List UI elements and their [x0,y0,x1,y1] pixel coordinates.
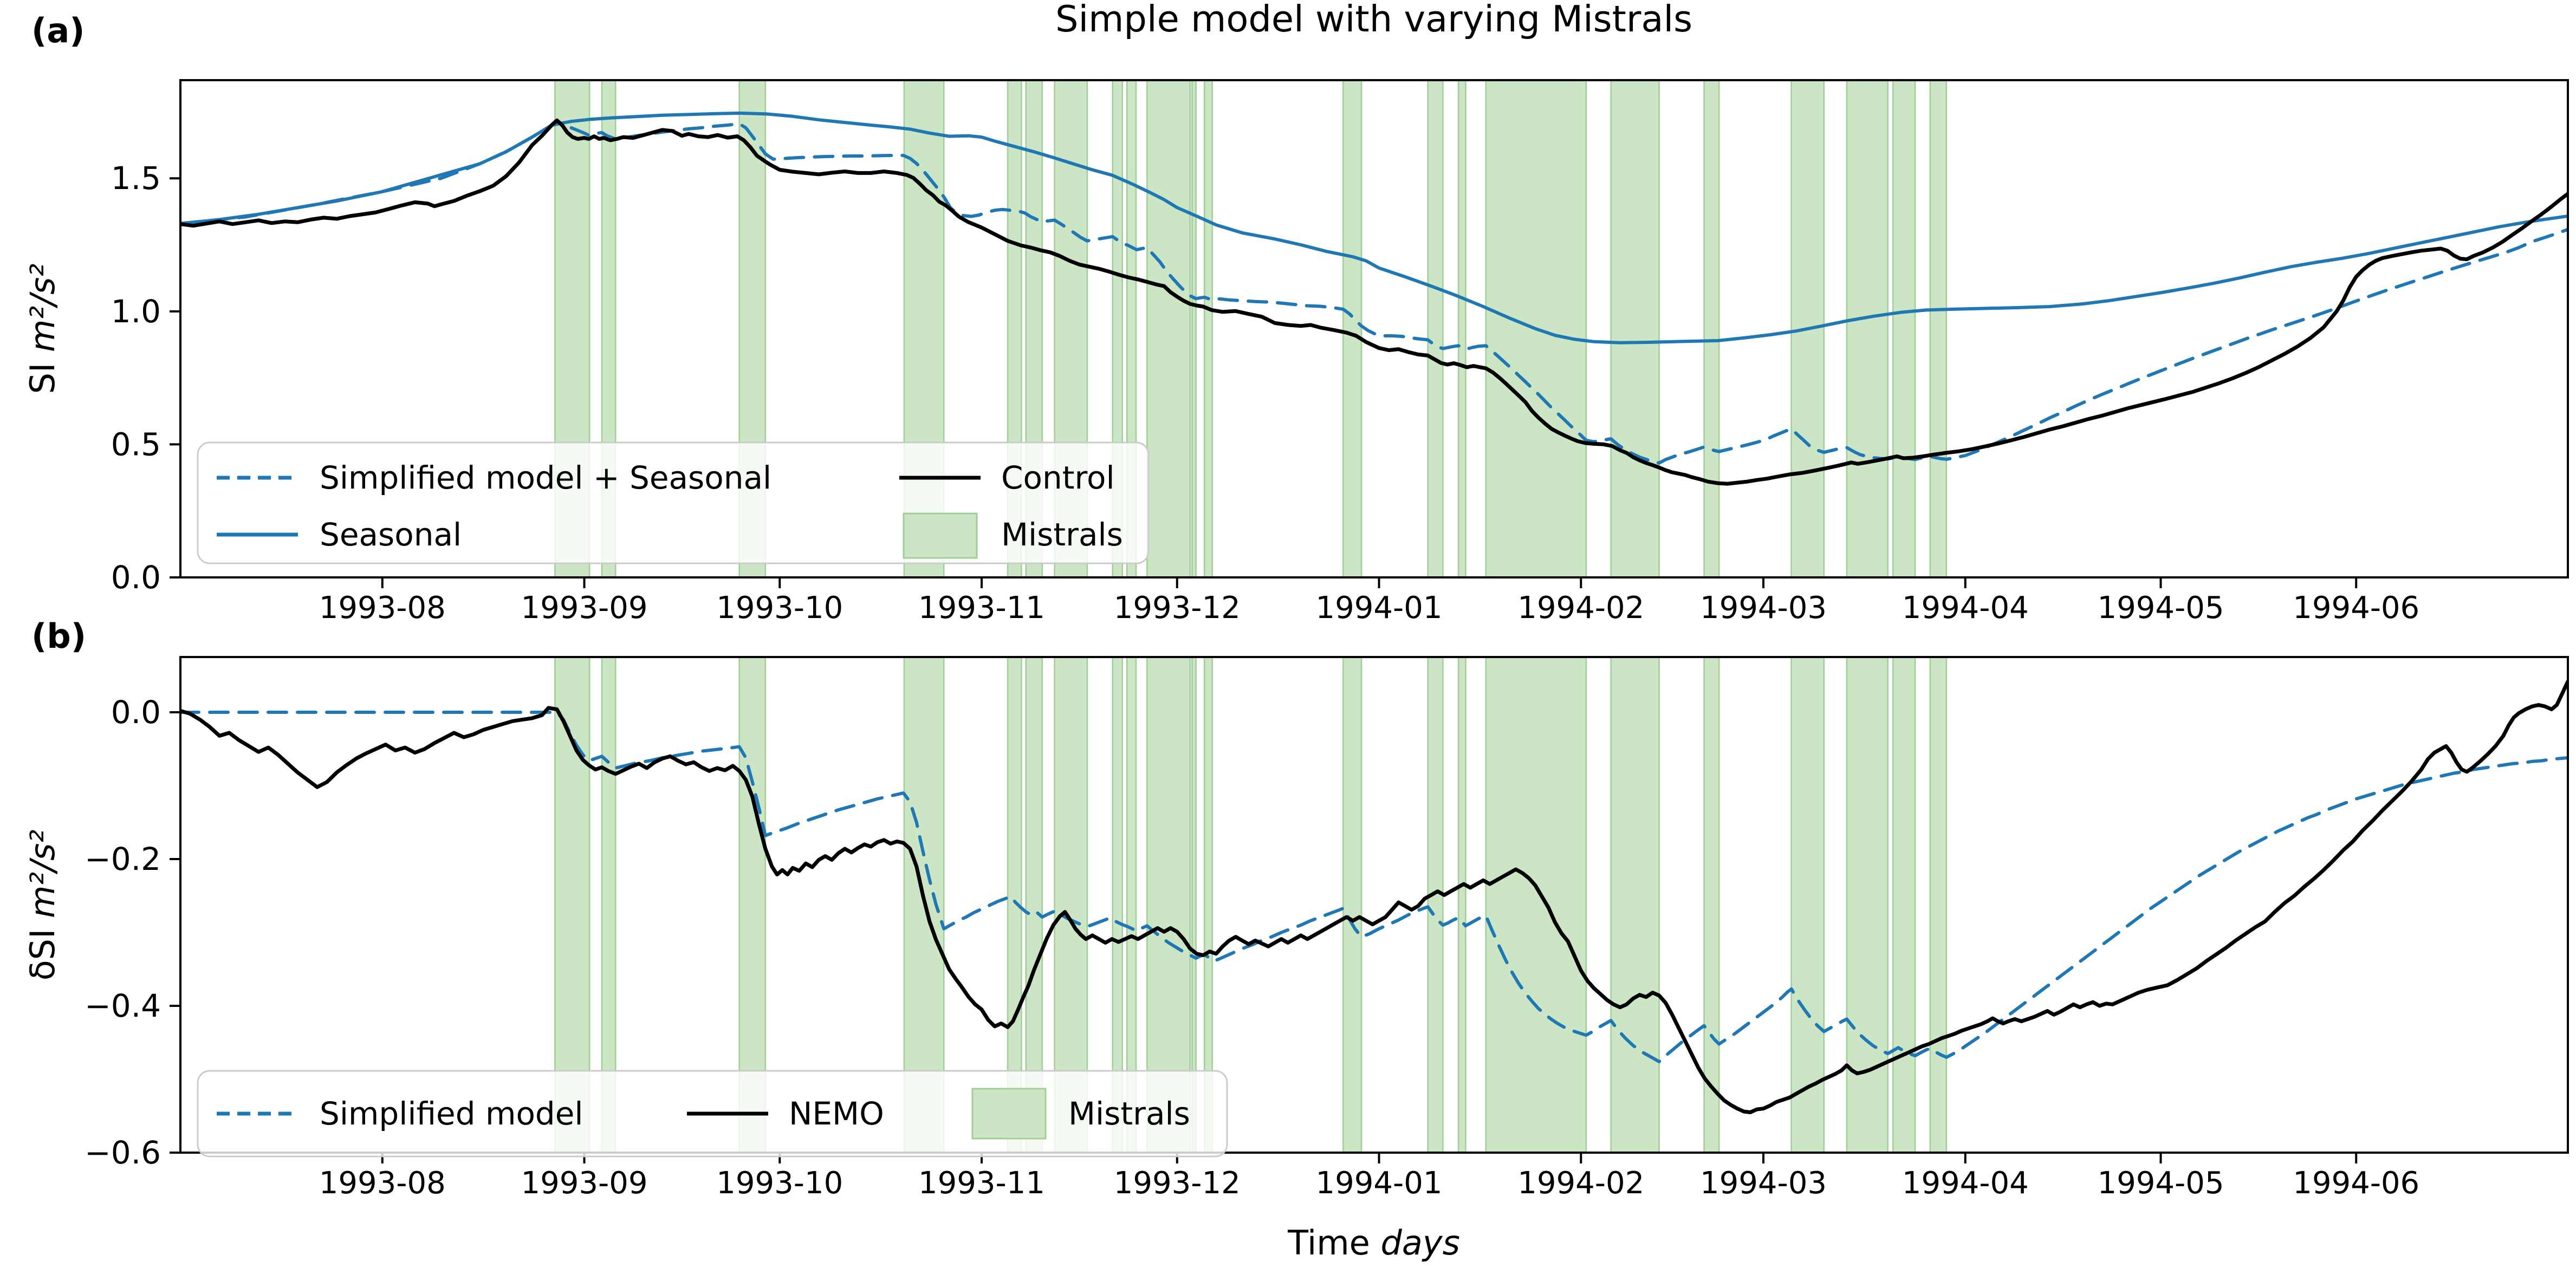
mistral-band [1204,79,1213,578]
series-control [180,118,2568,486]
x-tick-label: 1994-05 [2097,590,2224,626]
y-tick-label: 1.5 [111,160,161,197]
series-simplified-model [180,711,2568,1063]
y-tick-label: 1.0 [111,293,161,330]
x-tick-label: 1994-03 [1700,590,1827,626]
legend-label-nemo: NEMO [789,1095,884,1132]
panel-b-legend: Simplified model NEMO Mistrals [197,1070,1228,1158]
x-tick-label: 1994-06 [2293,590,2419,626]
series-curves-b [180,679,2568,1114]
mistral-band [1703,656,1720,1154]
x-tick-label: 1994-03 [1700,1166,1827,1201]
x-tick-label: 1993-11 [918,1166,1045,1201]
y-tick-label: −0.4 [85,987,161,1024]
mistral-band [1457,656,1467,1154]
x-tick-label: 1993-10 [716,590,843,626]
x-tick-label: 1993-08 [319,1166,446,1201]
mistral-band [1846,79,1889,578]
panel-b-label: (b) [31,616,86,656]
panel-b-plot-area: 1993-08 1993-09 1993-10 1993-11 1993-12 1994-… [85,656,2569,1201]
series-curves-a [180,111,2568,486]
y-ticks-a: 0.0 0.5 1.0 1.5 [111,160,180,596]
y-tick-label: 0.5 [111,426,161,463]
x-tick-label: 1993-12 [1114,1166,1241,1201]
x-tick-label: 1993-08 [319,590,446,626]
x-tick-label: 1993-10 [716,1166,843,1201]
x-tick-label: 1993-09 [521,590,648,626]
legend-label-simplified-seasonal: Simplified model + Seasonal [320,459,771,496]
y-ticks-b: 0.0 −0.2 −0.4 −0.6 [85,694,180,1171]
x-tick-label: 1993-09 [521,1166,648,1201]
mistral-band [1485,656,1587,1154]
chart-title: Simple model with varying Mistrals [1055,0,1692,40]
panel-a-y-axis-label: SI m²/s² [23,264,62,394]
series-nemo [180,679,2568,1114]
mistral-band [1342,656,1362,1154]
x-axis-label: Time days [1287,1223,1460,1263]
x-tick-label: 1993-12 [1114,590,1241,626]
series-simplified-model-plus-seasonal [180,120,2568,465]
mistral-band [1427,79,1444,578]
mistral-band [1457,79,1467,578]
x-ticks-b: 1993-08 1993-09 1993-10 1993-11 1993-12 1994-… [319,1153,2419,1201]
mistral-band [1610,79,1660,578]
mistral-band [1427,656,1444,1154]
x-tick-label: 1994-05 [2097,1166,2224,1201]
panel-a-label: (a) [31,11,85,50]
legend-sample-mistral-patch-b [971,1088,1047,1140]
mistral-band [1610,656,1660,1154]
mistral-band [1146,79,1191,578]
x-tick-label: 1994-06 [2293,1166,2419,1201]
series-seasonal [180,111,2568,344]
mistral-band [1846,656,1889,1154]
x-tick-label: 1993-11 [918,590,1045,626]
x-tick-label: 1994-04 [1902,1166,2029,1201]
axes-frame-a [179,79,2569,578]
axes-frame-b [179,656,2569,1154]
legend-label-simplified-model: Simplified model [320,1095,583,1132]
mistral-band [1892,656,1916,1154]
x-tick-label: 1994-01 [1316,1166,1443,1201]
mistral-band [1191,79,1197,578]
x-tick-label: 1994-02 [1517,1166,1644,1201]
y-tick-label: 0.0 [111,559,161,596]
x-tick-label: 1994-04 [1902,590,2029,626]
y-tick-label: −0.2 [85,841,161,877]
y-tick-label: −0.6 [85,1134,161,1171]
x-tick-label: 1994-01 [1316,590,1443,626]
x-tick-label: 1994-02 [1517,590,1644,626]
legend-label-control: Control [1001,459,1115,496]
mistral-band [1929,656,1948,1154]
legend-sample-mistral-patch [903,512,978,559]
legend-label-mistrals-a: Mistrals [1001,516,1123,553]
legend-label-seasonal: Seasonal [320,516,462,553]
mistral-band [1342,79,1362,578]
mistral-band [1703,79,1720,578]
y-tick-label: 0.0 [111,694,161,731]
mistral-band [1892,79,1916,578]
legend-label-mistrals-b: Mistrals [1068,1095,1190,1132]
panel-a-legend: Simplified model + Seasonal Seasonal Con… [197,441,1150,564]
x-ticks-a: 1993-08 1993-09 1993-10 1993-11 1993-12 1994-… [319,577,2419,626]
mistral-band [1790,656,1825,1154]
mistral-bands-b [554,656,1948,1154]
mistral-band [1929,79,1948,578]
panel-b-y-axis-label: δSI m²/s² [23,830,62,981]
